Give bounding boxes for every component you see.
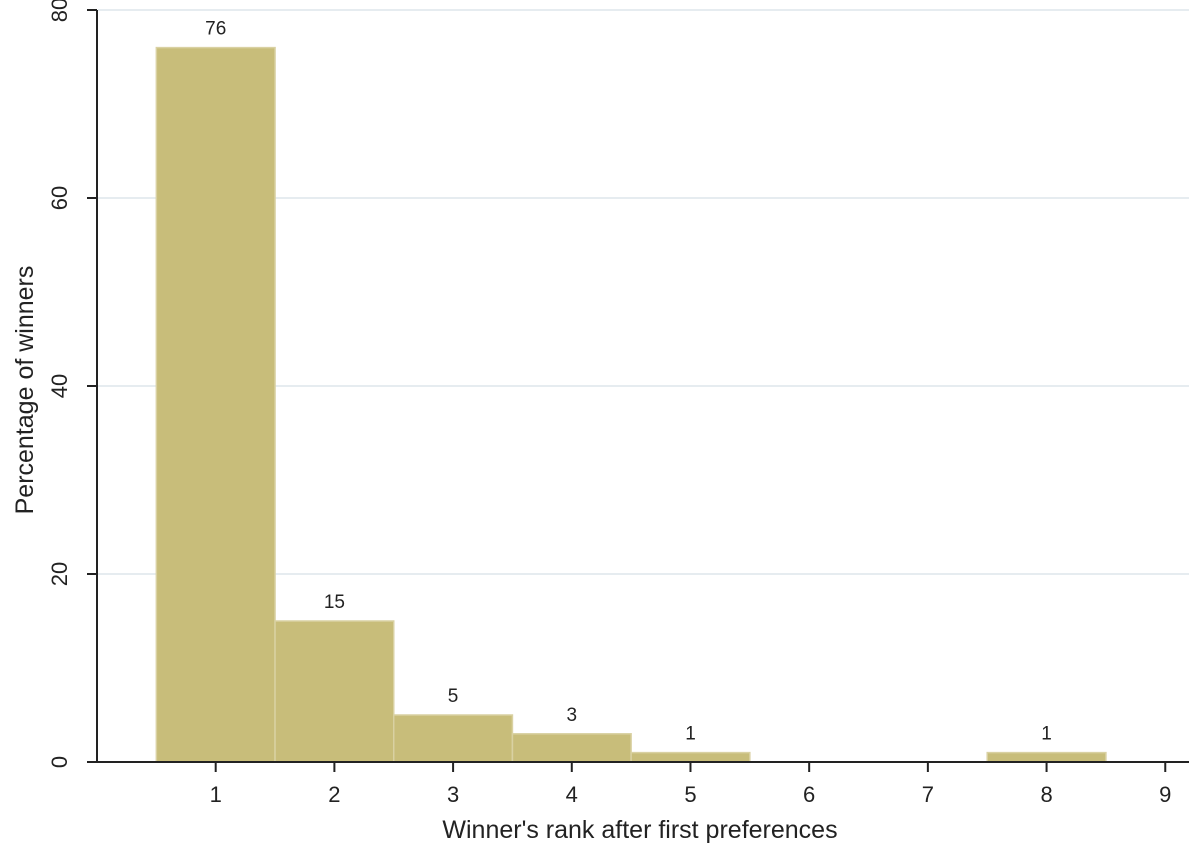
data-label-rank-1: 76 [205, 19, 226, 40]
y-tick-label: 0 [47, 756, 72, 768]
data-label-rank-3: 5 [448, 686, 459, 707]
x-axis-ticks: 1 2 3 4 5 6 7 8 9 [210, 762, 1171, 807]
bars [155, 46, 1107, 763]
x-tick-label: 4 [566, 782, 578, 807]
data-label-rank-8: 1 [1041, 724, 1052, 745]
x-axis-title: Winner's rank after first preferences [442, 816, 837, 844]
bar-rank-4 [511, 733, 632, 763]
bar-rank-8 [986, 751, 1107, 763]
x-tick-label: 6 [803, 782, 815, 807]
bar-rank-2 [274, 620, 395, 763]
y-tick-label: 40 [47, 374, 72, 398]
grid-lines [98, 9, 1189, 575]
x-tick-label: 5 [684, 782, 696, 807]
y-tick-label: 60 [47, 186, 72, 210]
y-axis-ticks: 0 20 40 60 80 [47, 0, 97, 768]
y-axis-title: Percentage of winners [11, 266, 39, 515]
x-tick-label: 9 [1159, 782, 1171, 807]
x-tick-label: 7 [922, 782, 934, 807]
bar-rank-3 [392, 714, 514, 763]
x-tick-label: 3 [447, 782, 459, 807]
y-tick-label: 80 [47, 0, 72, 22]
bar-rank-1 [155, 46, 276, 763]
data-label-rank-4: 3 [566, 705, 577, 726]
data-label-rank-2: 15 [324, 592, 345, 613]
data-labels: 76 15 5 3 1 1 [205, 19, 1052, 745]
data-label-rank-5: 1 [685, 724, 696, 745]
y-tick-label: 20 [47, 562, 72, 586]
bar-rank-5 [630, 751, 751, 763]
x-tick-label: 8 [1040, 782, 1052, 807]
x-tick-label: 1 [210, 782, 222, 807]
x-tick-label: 2 [328, 782, 340, 807]
